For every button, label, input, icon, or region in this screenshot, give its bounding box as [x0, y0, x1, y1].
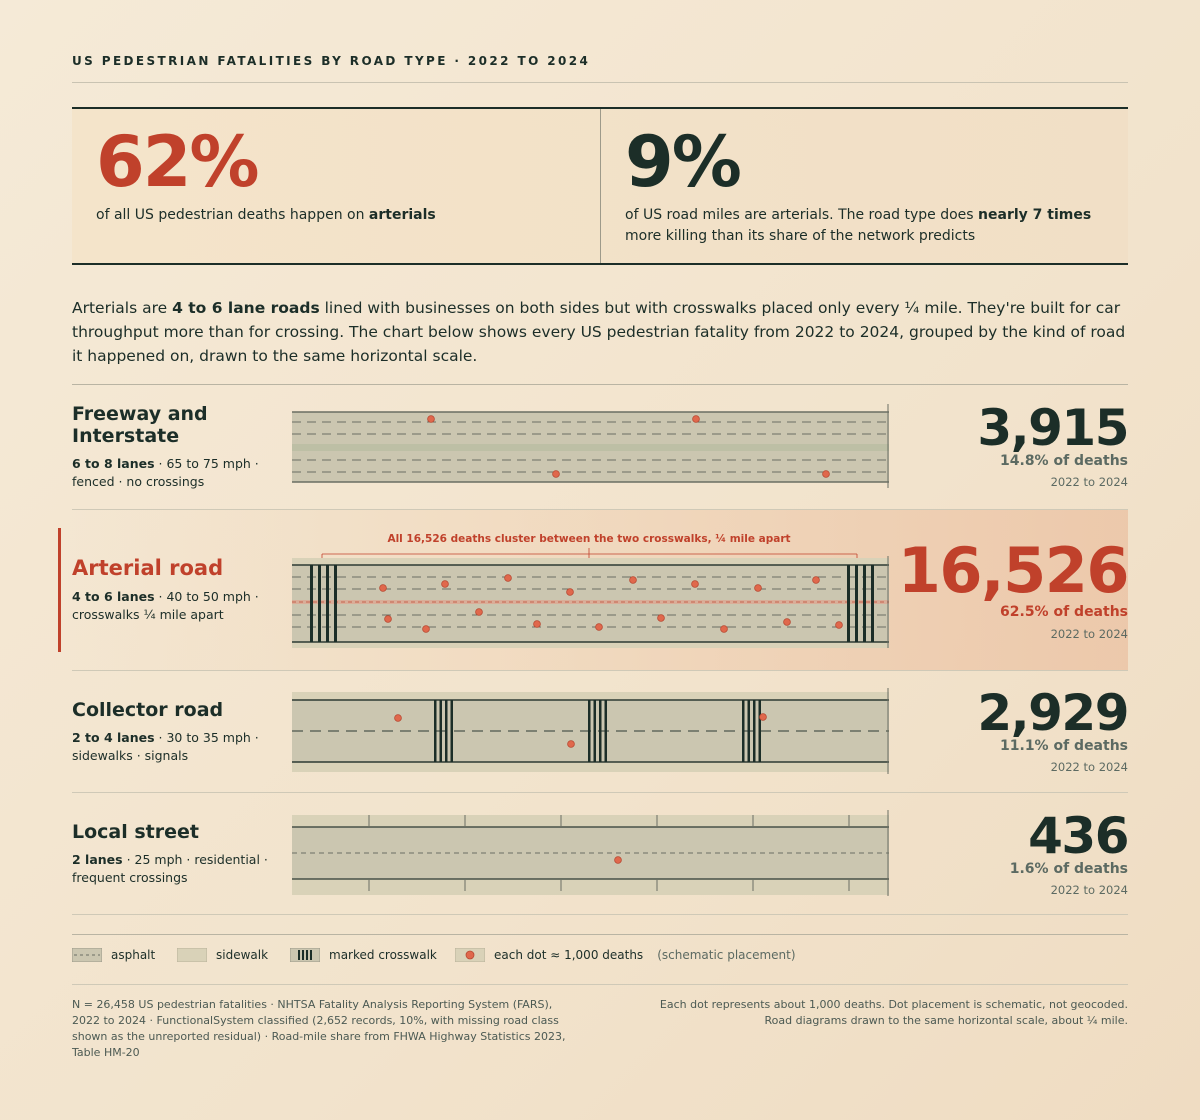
legend-dot: each dot ≈ 1,000 deaths (schematic place… [455, 948, 796, 962]
arterial-accent-bar [58, 528, 61, 652]
page-kicker: US PEDESTRIAN FATALITIES BY ROAD TYPE · … [72, 54, 591, 68]
row-share: 11.1% of deaths [1000, 738, 1128, 754]
death-dot [759, 713, 767, 721]
legend-asphalt: asphalt [72, 948, 155, 962]
divider [72, 792, 1128, 793]
stat-arterial-miles: 9% of US road miles are arterials. The r… [600, 109, 1129, 263]
stat-text: of all US pedestrian deaths happen on ar… [96, 207, 436, 223]
row-share: 1.6% of deaths [1009, 861, 1128, 877]
crosswalk-stripe [450, 700, 453, 762]
death-dot [504, 574, 512, 582]
crosswalk-stripe [593, 700, 596, 762]
death-dot [720, 625, 728, 633]
death-dot [475, 608, 483, 616]
death-dot [614, 856, 622, 864]
crosswalk-stripe [310, 565, 313, 642]
death-dot [691, 580, 699, 588]
stat-arterial-deaths: 62% of all US pedestrian deaths happen o… [72, 109, 599, 263]
freeway-road-diagram [292, 404, 889, 488]
median [292, 444, 889, 451]
crosswalk-stripe [439, 700, 442, 762]
crosswalk-stripe [742, 700, 745, 762]
death-dot [422, 625, 430, 633]
crosswalk-stripe [434, 700, 437, 762]
divider [72, 670, 1128, 671]
crosswalk-stripe [604, 700, 607, 762]
row-description: 2 to 4 lanes · 30 to 35 mph · sidewalks … [72, 730, 259, 763]
crosswalk-stripe [871, 565, 874, 642]
legend-divider [72, 934, 1128, 935]
local-road-diagram [292, 810, 889, 896]
death-dot [822, 470, 830, 478]
sidewalk-swatch-icon [177, 948, 207, 962]
row-description: 6 to 8 lanes · 65 to 75 mph · fenced · n… [72, 456, 259, 489]
crosswalk-stripe [863, 565, 866, 642]
death-dot [783, 618, 791, 626]
death-dot [384, 615, 392, 623]
death-dot [754, 584, 762, 592]
row-deaths-value: 16,526 [897, 534, 1130, 607]
crosswalk-stripe [334, 565, 337, 642]
headline-stats: 62% of all US pedestrian deaths happen o… [72, 107, 1128, 265]
crosswalk-stripe [758, 700, 761, 762]
row-description: 4 to 6 lanes · 40 to 50 mph · crosswalks… [72, 589, 259, 622]
crosswalk-stripe [847, 565, 850, 642]
row-title: Freeway and Interstate [72, 403, 208, 447]
divider [72, 984, 1128, 985]
death-dot [552, 470, 560, 478]
crosswalk-stripe [855, 565, 858, 642]
row-deaths-value: 2,929 [977, 684, 1129, 742]
row-deaths-value: 3,915 [977, 399, 1129, 457]
death-dot [629, 576, 637, 584]
intro-paragraph: Arterials are 4 to 6 lane roads lined wi… [72, 299, 1126, 365]
stat-value: 9% [625, 121, 742, 203]
crosswalk-stripe [318, 565, 321, 642]
death-dot [533, 620, 541, 628]
divider [72, 914, 1128, 915]
row-title: Arterial road [72, 556, 224, 580]
crosswalk-stripe [599, 700, 602, 762]
crosswalk-stripe [753, 700, 756, 762]
death-dot [441, 580, 449, 588]
death-dot [595, 623, 603, 631]
crosswalk-stripe [445, 700, 448, 762]
crosswalk-swatch-icon [290, 948, 320, 962]
divider [72, 509, 1128, 510]
stat-value: 62% [96, 121, 260, 203]
death-dot [394, 714, 402, 722]
death-dot [812, 576, 820, 584]
row-description: 2 lanes · 25 mph · residential · frequen… [72, 852, 268, 885]
row-share: 14.8% of deaths [1000, 453, 1128, 469]
death-dot [692, 415, 700, 423]
row-period: 2022 to 2024 [1050, 475, 1128, 489]
death-dot [379, 584, 387, 592]
annotation-label: All 16,526 deaths cluster between the tw… [387, 533, 790, 545]
asphalt-swatch-icon [72, 948, 102, 962]
row-period: 2022 to 2024 [1050, 760, 1128, 774]
divider [72, 384, 1128, 385]
row-share: 62.5% of deaths [1000, 604, 1128, 620]
crosswalk-stripe [747, 700, 750, 762]
death-dot-swatch-icon [455, 948, 485, 962]
death-dot [566, 588, 574, 596]
legend-crosswalk: marked crosswalk [290, 948, 437, 962]
death-dot [657, 614, 665, 622]
footer-source: N = 26,458 US pedestrian fatalities · NH… [72, 998, 566, 1059]
row-title: Collector road [72, 699, 224, 721]
arterial-road-diagram: All 16,526 deaths cluster between the tw… [292, 533, 889, 648]
row-deaths-value: 436 [1028, 807, 1129, 865]
death-dot [427, 415, 435, 423]
row-period: 2022 to 2024 [1050, 883, 1128, 897]
row-title: Local street [72, 821, 199, 843]
divider [72, 82, 1128, 83]
collector-road-diagram [292, 688, 889, 774]
row-period: 2022 to 2024 [1050, 627, 1128, 641]
crosswalk-stripe [588, 700, 591, 762]
footer-note: Each dot represents about 1,000 deaths. … [659, 998, 1128, 1027]
legend-sidewalk: sidewalk [177, 948, 268, 962]
stat-text: of US road miles are arterials. The road… [625, 207, 1092, 244]
death-dot [835, 621, 843, 629]
death-dot [567, 740, 575, 748]
crosswalk-stripe [326, 565, 329, 642]
